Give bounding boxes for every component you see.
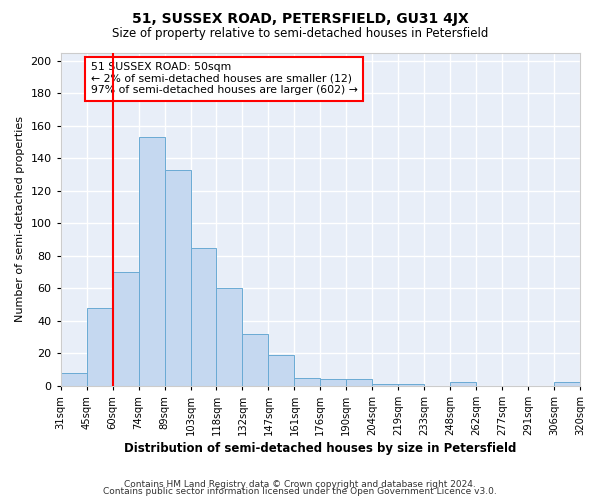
Bar	[450, 382, 476, 386]
Bar	[398, 384, 424, 386]
Bar	[372, 384, 398, 386]
Bar	[86, 308, 113, 386]
Text: Contains HM Land Registry data © Crown copyright and database right 2024.: Contains HM Land Registry data © Crown c…	[124, 480, 476, 489]
Bar	[320, 379, 346, 386]
Text: 51, SUSSEX ROAD, PETERSFIELD, GU31 4JX: 51, SUSSEX ROAD, PETERSFIELD, GU31 4JX	[131, 12, 469, 26]
Bar	[268, 355, 295, 386]
Bar	[346, 379, 372, 386]
Text: 51 SUSSEX ROAD: 50sqm
← 2% of semi-detached houses are smaller (12)
97% of semi-: 51 SUSSEX ROAD: 50sqm ← 2% of semi-detac…	[91, 62, 358, 96]
Bar	[295, 378, 320, 386]
Bar	[242, 334, 268, 386]
Bar	[554, 382, 580, 386]
X-axis label: Distribution of semi-detached houses by size in Petersfield: Distribution of semi-detached houses by …	[124, 442, 517, 455]
Bar	[164, 170, 191, 386]
Bar	[139, 137, 164, 386]
Bar	[113, 272, 139, 386]
Y-axis label: Number of semi-detached properties: Number of semi-detached properties	[15, 116, 25, 322]
Text: Size of property relative to semi-detached houses in Petersfield: Size of property relative to semi-detach…	[112, 28, 488, 40]
Text: Contains public sector information licensed under the Open Government Licence v3: Contains public sector information licen…	[103, 487, 497, 496]
Bar	[61, 372, 86, 386]
Bar	[191, 248, 217, 386]
Bar	[217, 288, 242, 386]
